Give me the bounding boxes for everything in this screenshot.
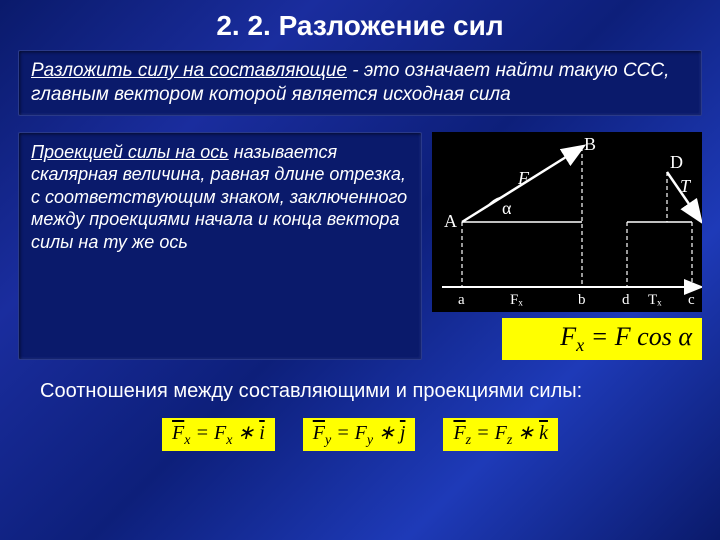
definition-text: Разложить силу на составляющие - это озн… [31,59,689,107]
label-d: d [622,292,630,308]
formula-main: Fx = F cos α [502,318,702,360]
relations-text: Соотношения между составляющими и проекц… [40,378,680,404]
label-D: D [670,152,683,172]
page-title: 2. 2. Разложение сил [0,0,720,50]
label-T: T⃗ [680,176,702,196]
label-Fx: Fₓ [510,292,523,308]
projection-underlined: Проекцией силы на ось [31,142,229,162]
label-alpha: α [502,198,512,218]
label-Tx: Tₓ [648,292,662,308]
label-a: a [458,292,465,308]
projection-text: Проекцией силы на ось называется скалярн… [31,141,409,254]
definition-box-wrap: Разложить силу на составляющие - это озн… [18,50,702,116]
diagram-column: A B D F⃗ T⃗ α a b d c Fₓ Tₓ Fx = F cos α [432,132,702,360]
formula-fx: Fx = Fx ∗ i [162,418,275,451]
projection-box: Проекцией силы на ось называется скалярн… [18,132,422,360]
formula-fz: Fz = Fz ∗ k [443,418,558,451]
mid-row: Проекцией силы на ось называется скалярн… [18,132,702,360]
definition-box: Разложить силу на составляющие - это озн… [18,50,702,116]
label-F: F⃗ [517,168,543,188]
force-diagram: A B D F⃗ T⃗ α a b d c Fₓ Tₓ [432,132,702,312]
label-c: c [688,292,695,308]
formulas-row: Fx = Fx ∗ i Fy = Fy ∗ j Fz = Fz ∗ k [0,418,720,451]
label-b: b [578,292,586,308]
label-B: B [584,134,596,154]
definition-underlined: Разложить силу на составляющие [31,60,347,81]
formula-fy: Fy = Fy ∗ j [303,418,416,451]
label-A: A [444,211,457,231]
